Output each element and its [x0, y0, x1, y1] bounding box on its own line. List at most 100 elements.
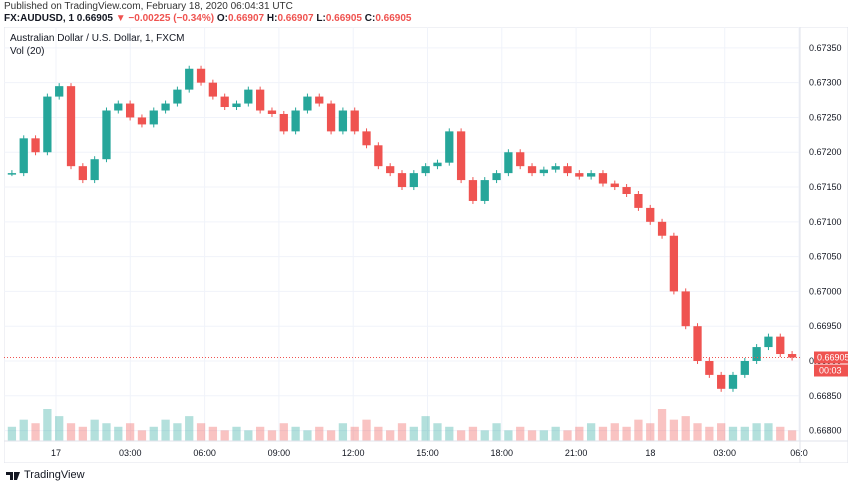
- volume-bar: [480, 430, 489, 441]
- volume-bar: [681, 416, 690, 441]
- y-tick-label: 0.66950: [809, 321, 842, 331]
- chart-border: [3, 26, 849, 464]
- volume-bar: [31, 423, 40, 441]
- volume-bar: [622, 426, 631, 441]
- countdown-value: 00:03: [819, 366, 842, 376]
- volume-bar: [173, 423, 182, 441]
- candle-body: [728, 374, 738, 389]
- candle-body: [55, 86, 64, 97]
- open-value: 0.66907: [227, 13, 265, 24]
- chart-title: Australian Dollar / U.S. Dollar, 1, FXCM: [10, 33, 185, 44]
- candle-body: [504, 152, 513, 174]
- tradingview-logo-icon: [6, 472, 20, 480]
- volume-bar: [291, 426, 300, 441]
- candle-body: [468, 180, 478, 201]
- candle-body: [78, 166, 87, 181]
- y-tick-label: 0.67350: [809, 43, 842, 53]
- candle-body: [539, 169, 548, 174]
- close-value: 0.66905: [375, 13, 412, 24]
- x-tick-label: 21:00: [565, 448, 588, 458]
- volume-bar: [125, 423, 135, 441]
- volume-bar: [90, 419, 99, 441]
- volume-bar: [386, 430, 395, 441]
- y-tick-label: 0.67250: [809, 112, 842, 122]
- open-label: O:: [216, 13, 228, 24]
- candle-body: [386, 166, 395, 174]
- volume-bar: [646, 423, 655, 441]
- volume-bar: [764, 423, 773, 441]
- x-tick-label: 17: [51, 448, 61, 458]
- candle-body: [291, 110, 300, 132]
- volume-bar: [7, 426, 17, 441]
- volume-bar: [256, 426, 265, 441]
- x-tick-label: 15:00: [416, 448, 439, 458]
- candle-body: [598, 173, 608, 184]
- published-caption: Published on TradingView.com, February 1…: [4, 1, 293, 12]
- candle-body: [563, 166, 572, 174]
- x-tick-label: 18:00: [491, 448, 514, 458]
- volume-bar: [421, 416, 430, 441]
- volume-bar: [315, 426, 324, 441]
- volume-bar: [137, 430, 147, 441]
- candle-body: [149, 110, 158, 125]
- volume-bar: [244, 430, 253, 441]
- symbol-label: FX:AUDUSD, 1: [4, 13, 75, 24]
- volume-bar: [374, 426, 383, 441]
- volume-bar: [787, 430, 797, 441]
- candle-body: [421, 166, 430, 174]
- y-tick-label: 0.67100: [809, 217, 842, 227]
- candle-body: [409, 173, 418, 188]
- candle-body: [657, 221, 667, 236]
- volume-bar: [551, 426, 560, 441]
- volume-bar: [610, 423, 619, 441]
- volume-bar: [19, 419, 28, 441]
- candle-body: [480, 180, 489, 201]
- x-tick-label: 06:00: [193, 448, 216, 458]
- y-tick-label: 0.66850: [809, 391, 842, 401]
- volume-bars: [7, 409, 797, 441]
- candle-body: [669, 235, 679, 292]
- candle-body: [551, 166, 560, 170]
- price-chart[interactable]: 0.67350 0.67300 0.67250 0.67200 0.67150 0.671…: [3, 26, 850, 464]
- candle-body: [66, 86, 76, 167]
- candle-body: [185, 68, 194, 90]
- candle-body: [208, 82, 218, 97]
- candle-body: [31, 138, 40, 153]
- volume-bar: [338, 423, 348, 441]
- candle-body: [338, 110, 348, 132]
- volume-bar: [397, 423, 407, 441]
- candle-body: [90, 159, 99, 181]
- brand-name: TradingView: [24, 469, 85, 481]
- volume-bar: [539, 430, 548, 441]
- volume-bar: [516, 426, 525, 441]
- candle-body: [114, 103, 123, 111]
- price-change: −0.00225 (−0.34%): [128, 13, 215, 24]
- candle-body: [575, 173, 584, 177]
- chart-panel[interactable]: 0.67350 0.67300 0.67250 0.67200 0.67150 0.671…: [3, 26, 850, 464]
- candle-body: [137, 117, 147, 125]
- volume-bar: [776, 426, 785, 441]
- volume-bar: [456, 430, 466, 441]
- volume-bar: [102, 423, 111, 441]
- volume-bar: [634, 419, 643, 441]
- candle-body: [634, 193, 643, 208]
- volume-bar: [409, 426, 418, 441]
- candle-body: [374, 145, 383, 167]
- candle-body: [161, 103, 170, 111]
- y-tick-label: 0.67150: [809, 182, 842, 192]
- volume-bar: [657, 409, 667, 441]
- high-value: 0.66907: [277, 13, 314, 24]
- time-axis[interactable]: 17 03:00 06:00 09:00 12:00 15:00 18:00 21:00 18 0…: [51, 448, 808, 458]
- x-tick-label: 06:0: [790, 448, 808, 458]
- candle-body: [610, 183, 619, 188]
- candle-body: [220, 96, 229, 108]
- candle-body: [787, 354, 797, 358]
- candle-body: [527, 166, 537, 174]
- candle-body: [752, 347, 761, 361]
- volume-bar: [326, 430, 336, 441]
- volume-bar: [669, 419, 679, 441]
- volume-bar: [279, 423, 288, 441]
- candle-body: [693, 326, 702, 361]
- high-label: H:: [266, 13, 278, 24]
- countdown-badge: [814, 364, 848, 377]
